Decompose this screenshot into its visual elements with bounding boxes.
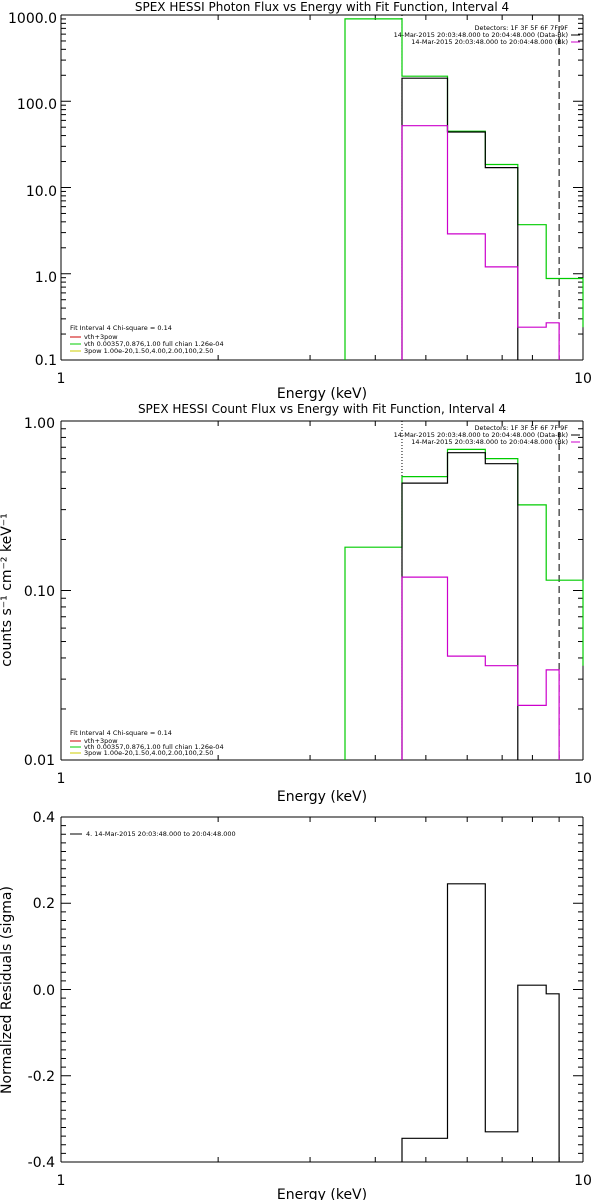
- series-1-step-line: [401, 452, 519, 760]
- photon-ytick-10: 10.0: [26, 184, 57, 200]
- photon-xtick-10: 10: [574, 371, 592, 387]
- residuals-panel: Energy (keV) Normalized Residuals (sigma…: [0, 810, 592, 1200]
- photon-fit-3pow: 3pow 1.00e-20,1.50,4.00,2.00,100,2.50: [84, 347, 213, 355]
- photon-flux-panel: SPEX HESSI Photon Flux vs Energy with Fi…: [8, 0, 592, 402]
- series-2-step-line: [401, 125, 560, 360]
- photon-ytick-1000: 1000.0: [8, 11, 57, 27]
- count-legend-detectors: Detectors: 1F 3F 5F 6F 7F 9F: [474, 424, 568, 432]
- count-ytick-0.01: 0.01: [24, 753, 55, 769]
- count-legend-top-right: Detectors: 1F 3F 5F 6F 7F 9F 14-Mar-2015…: [394, 424, 580, 446]
- photon-legend-detectors: Detectors: 1F 3F 5F 6F 7F 9F: [474, 24, 568, 32]
- count-ytick-0.10: 0.10: [24, 584, 55, 600]
- count-fit-total: vth+3pow: [84, 737, 118, 745]
- photon-fit-total: vth+3pow: [84, 333, 118, 341]
- count-ytick-1.00: 1.00: [24, 416, 55, 432]
- residuals-ytick-m0.4: -0.4: [28, 1155, 55, 1171]
- photon-ticks: [60, 14, 584, 361]
- count-xtick-10: 10: [574, 771, 592, 787]
- photon-fit-vth: vth 0.00357,0.876,1.00 full chian 1.26e-…: [84, 340, 224, 348]
- count-flux-panel: SPEX HESSI Count Flux vs Energy with Fit…: [0, 402, 592, 805]
- count-xtick-1: 1: [57, 771, 66, 787]
- residuals-ytick-0.2: 0.2: [33, 896, 55, 912]
- residuals-legend-interval: 4. 14-Mar-2015 20:03:48.000 to 20:04:48.…: [86, 830, 236, 838]
- photon-ytick-1: 1.0: [35, 270, 57, 286]
- photon-ytick-100: 100.0: [17, 97, 57, 113]
- residuals-ticks: [60, 816, 584, 1163]
- count-fit-3pow: 3pow 1.00e-20,1.50,4.00,2.00,100,2.50: [84, 749, 213, 757]
- photon-fit-interval: Fit Interval 4 Chi-square = 0.14: [70, 324, 172, 332]
- count-ylabel: counts s⁻¹ cm⁻² keV⁻¹: [0, 513, 15, 667]
- series-0-step-line: [401, 883, 560, 1162]
- residuals-ytick-0.0: 0.0: [33, 983, 55, 999]
- residuals-ytick-m0.2: -0.2: [28, 1069, 55, 1085]
- series-2-step-line: [401, 576, 560, 760]
- count-legend-bottom-left: Fit Interval 4 Chi-square = 0.14 vth+3po…: [70, 729, 224, 757]
- photon-legend-data: 14-Mar-2015 20:03:48.000 to 20:04:48.000…: [394, 31, 568, 39]
- photon-series: [344, 18, 584, 360]
- photon-legend-bottom-left: Fit Interval 4 Chi-square = 0.14 vth+3po…: [70, 324, 224, 355]
- photon-ytick-0.1: 0.1: [35, 353, 57, 369]
- count-xlabel: Energy (keV): [277, 789, 367, 805]
- series-1-step-line: [401, 77, 519, 360]
- count-series: [344, 448, 584, 760]
- photon-legend-bk: 14-Mar-2015 20:03:48.000 to 20:04:48.000…: [411, 38, 568, 46]
- photon-flux-title: SPEX HESSI Photon Flux vs Energy with Fi…: [135, 0, 509, 14]
- residuals-xtick-1: 1: [57, 1173, 66, 1189]
- residuals-series: [401, 883, 560, 1162]
- residuals-xlabel: Energy (keV): [277, 1187, 367, 1200]
- count-fit-vth: vth 0.00357,0.876,1.00 full chian 1.26e-…: [84, 743, 224, 751]
- residuals-xtick-10: 10: [574, 1173, 592, 1189]
- count-legend-data: 14-Mar-2015 20:03:48.000 to 20:04:48.000…: [394, 431, 568, 439]
- photon-xtick-1: 1: [57, 371, 66, 387]
- residuals-ylabel: Normalized Residuals (sigma): [0, 886, 15, 1094]
- residuals-ytick-0.4: 0.4: [33, 810, 55, 826]
- count-flux-title: SPEX HESSI Count Flux vs Energy with Fit…: [138, 402, 506, 416]
- photon-xlabel: Energy (keV): [277, 386, 367, 402]
- count-fit-interval: Fit Interval 4 Chi-square = 0.14: [70, 729, 172, 737]
- photon-legend-top-right: Detectors: 1F 3F 5F 6F 7F 9F 14-Mar-2015…: [394, 24, 580, 46]
- count-legend-bk: 14-Mar-2015 20:03:48.000 to 20:04:48.000…: [411, 438, 568, 446]
